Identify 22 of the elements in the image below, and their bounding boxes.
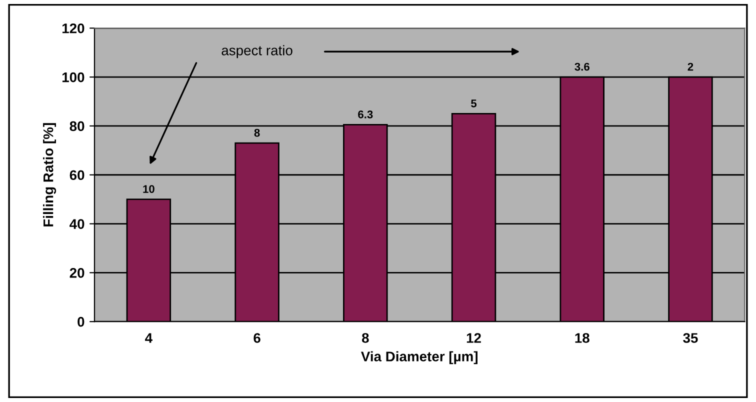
y-tick-label: 100 [62,72,84,82]
annotation: 3.6 [574,62,590,71]
x-tick-label: 4 [145,333,152,343]
y-tick-label: 40 [70,219,84,229]
annotation: aspect ratio [222,45,292,58]
annotation: 8 [254,128,260,137]
annotation: 5 [471,100,477,108]
x-tick-label: 12 [466,333,481,343]
y-tick-label: 60 [70,170,84,180]
y-tick-label: 0 [78,316,84,327]
x-tick-label: 18 [575,333,590,343]
y-tick-label: 80 [70,121,84,132]
x-tick-label: 6 [254,333,260,343]
y-tick-label: 20 [70,268,84,278]
x-axis-title: Via Diameter [µm] [360,351,478,364]
x-tick-label: 8 [362,333,369,343]
annotation: 10 [143,185,154,193]
y-axis-title: Filling Ratio [%] [43,123,56,226]
x-tick-label: 35 [683,333,698,343]
y-tick-label: 120 [62,23,84,34]
annotation: 2 [688,62,694,71]
annotation: 6.3 [358,110,373,118]
